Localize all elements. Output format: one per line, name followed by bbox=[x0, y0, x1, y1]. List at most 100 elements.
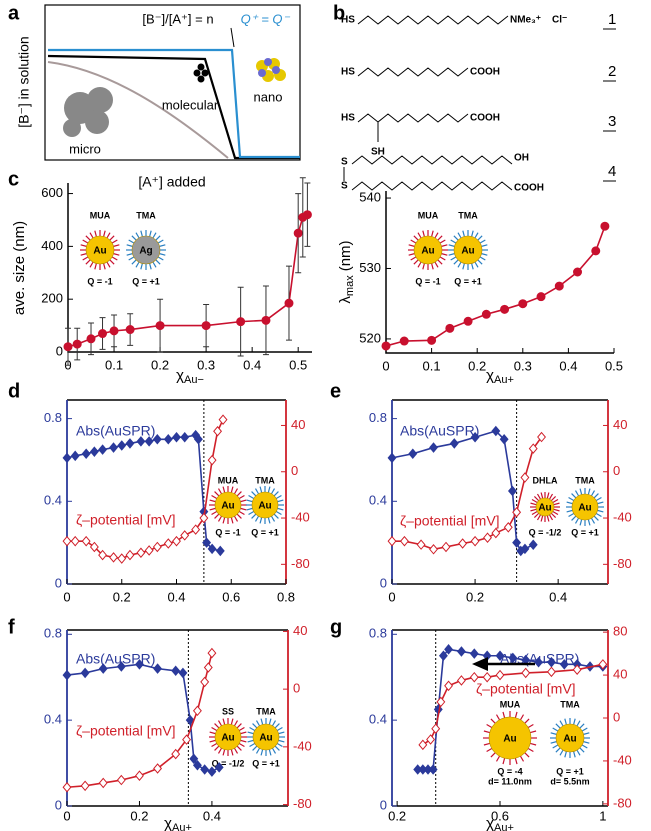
ligand bbox=[109, 259, 115, 265]
data-point bbox=[387, 535, 397, 547]
ligand bbox=[439, 239, 446, 244]
ligand bbox=[450, 256, 457, 261]
particle-core-label: Au bbox=[221, 733, 234, 744]
data-point bbox=[203, 662, 213, 673]
ligand bbox=[126, 244, 133, 247]
ligand bbox=[437, 259, 443, 265]
ligand bbox=[477, 235, 483, 241]
y2-tick-label: 40 bbox=[291, 417, 305, 432]
data-point bbox=[136, 547, 146, 559]
particle-core bbox=[131, 235, 161, 265]
data-point bbox=[537, 431, 546, 443]
ligand bbox=[527, 723, 534, 729]
ligand bbox=[268, 718, 272, 725]
ligand bbox=[530, 742, 537, 746]
data-point bbox=[98, 777, 108, 789]
ligand bbox=[593, 493, 599, 499]
data-point bbox=[192, 759, 202, 771]
data-point bbox=[554, 281, 564, 291]
particle-core bbox=[252, 723, 280, 751]
x-axis-label-symbol: χ bbox=[486, 367, 494, 384]
particle-name: TMA bbox=[256, 706, 276, 716]
data-point bbox=[62, 535, 72, 547]
y-tick-label: 600 bbox=[41, 185, 63, 200]
ligand bbox=[574, 517, 580, 524]
data-point bbox=[144, 545, 154, 556]
data-point bbox=[495, 669, 505, 681]
atom-label: COOH bbox=[470, 113, 500, 124]
ligand bbox=[103, 230, 106, 237]
y-tick-label: 200 bbox=[41, 291, 63, 306]
data-point bbox=[429, 544, 438, 555]
y-axis-label: [B⁻] in solution bbox=[16, 36, 32, 127]
data-point bbox=[431, 723, 441, 735]
data-point bbox=[436, 696, 446, 708]
ligand bbox=[111, 256, 118, 261]
x-tick-label: 0.4 bbox=[167, 589, 185, 604]
ligand bbox=[113, 244, 120, 247]
ligand bbox=[450, 239, 457, 244]
particle-core bbox=[251, 491, 279, 519]
y2-tick-label: 40 bbox=[613, 667, 627, 682]
ligand bbox=[555, 723, 561, 729]
ligand bbox=[111, 239, 118, 244]
nano-curve bbox=[48, 48, 300, 159]
data-point bbox=[72, 339, 82, 349]
ligand bbox=[254, 515, 260, 522]
particle-name: MUA bbox=[218, 475, 239, 485]
y-tick-label: 0.8 bbox=[369, 410, 387, 425]
panel-label: f bbox=[8, 616, 15, 638]
y-tick-label: 0 bbox=[380, 797, 387, 812]
data-point bbox=[214, 762, 224, 773]
ligand bbox=[236, 723, 242, 729]
ligand bbox=[126, 253, 133, 256]
ligand bbox=[240, 499, 247, 503]
ligand bbox=[249, 742, 256, 748]
data-point bbox=[172, 431, 181, 443]
particle-charge: Q = +1 bbox=[556, 766, 584, 776]
ligand bbox=[277, 499, 284, 503]
panel-label: b bbox=[333, 2, 345, 24]
data-point bbox=[428, 764, 438, 775]
data-point bbox=[153, 763, 163, 774]
atom-label: 1 bbox=[608, 11, 616, 28]
ligand bbox=[479, 256, 486, 261]
ligand bbox=[524, 718, 530, 724]
data-point bbox=[70, 535, 80, 547]
ligand bbox=[140, 230, 143, 237]
ligand bbox=[260, 718, 264, 725]
data-point bbox=[528, 539, 538, 550]
ligand bbox=[252, 723, 258, 729]
ligand bbox=[89, 232, 94, 239]
data-point bbox=[98, 663, 108, 674]
ligand bbox=[276, 742, 283, 748]
ligand bbox=[431, 263, 434, 270]
ligand bbox=[267, 486, 271, 493]
data-point bbox=[117, 440, 127, 451]
ligand bbox=[128, 239, 135, 244]
ligand bbox=[238, 726, 245, 732]
x-tick-label: 0.6 bbox=[222, 589, 240, 604]
ligand bbox=[252, 745, 258, 751]
data-point bbox=[463, 316, 473, 326]
ligand bbox=[552, 510, 559, 516]
data-point bbox=[598, 659, 608, 670]
x-tick-label: 0.5 bbox=[605, 358, 623, 373]
ligand bbox=[579, 747, 585, 753]
ligand bbox=[408, 253, 415, 256]
x-tick-label: 0.3 bbox=[514, 358, 532, 373]
region-label: micro bbox=[69, 141, 101, 156]
chain bbox=[351, 181, 513, 191]
molecular-cluster bbox=[193, 63, 209, 83]
ligand bbox=[89, 261, 94, 268]
ligand bbox=[80, 253, 87, 256]
ligand bbox=[270, 515, 276, 522]
data-point bbox=[469, 671, 479, 683]
ligand bbox=[550, 495, 557, 502]
ligand bbox=[434, 232, 439, 239]
data-point bbox=[98, 329, 108, 339]
ligand bbox=[595, 496, 602, 502]
series-label: ζ–potential [mV] bbox=[476, 681, 576, 697]
ligand bbox=[140, 263, 143, 270]
data-point bbox=[117, 553, 127, 564]
